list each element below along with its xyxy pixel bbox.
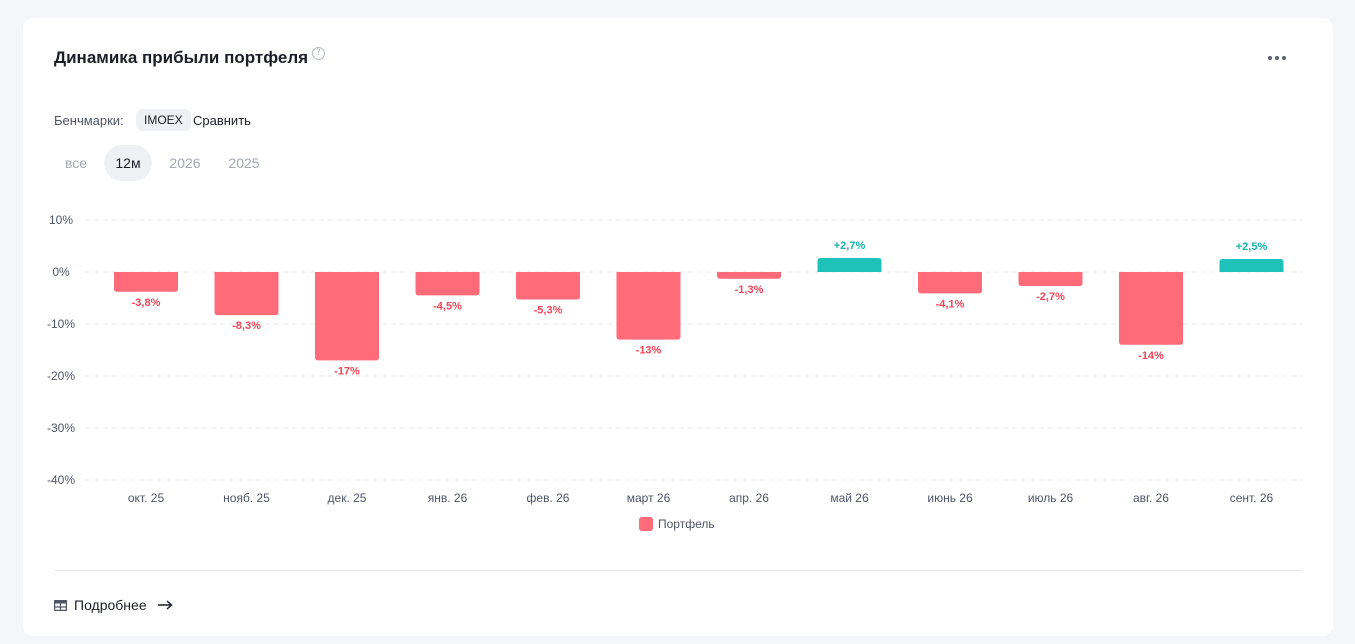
legend-swatch <box>639 517 653 531</box>
x-tick-label: нояб. 25 <box>223 491 270 505</box>
portfolio-profit-card: Динамика прибыли портфеля ? Бенчмарки: I… <box>23 18 1333 636</box>
period-2026[interactable]: 2026 <box>169 155 201 171</box>
y-tick-label: -30% <box>47 421 75 435</box>
data-label: -2,7% <box>1036 291 1065 303</box>
bar <box>1018 272 1083 287</box>
x-tick-label: март 26 <box>627 491 671 505</box>
more-options-icon[interactable] <box>1263 48 1291 68</box>
x-tick-label: май 26 <box>830 491 869 505</box>
data-label: -17% <box>334 365 360 377</box>
card-title: Динамика прибыли портфеля <box>54 48 309 67</box>
y-tick-label: -10% <box>47 317 75 331</box>
data-label: -4,5% <box>433 300 462 312</box>
data-label: -8,3% <box>232 320 261 332</box>
bar <box>214 272 279 316</box>
benchmark-chip-imoex[interactable]: IMOEX <box>136 109 191 131</box>
x-tick-label: янв. 26 <box>428 491 468 505</box>
data-label: +2,5% <box>1236 241 1268 253</box>
bar <box>1219 259 1284 272</box>
data-label: -13% <box>636 345 662 357</box>
help-icon[interactable]: ? <box>312 47 325 60</box>
y-tick-label: 10% <box>49 213 73 227</box>
bar <box>717 272 781 279</box>
period-2025[interactable]: 2025 <box>228 155 260 171</box>
data-label: -14% <box>1138 350 1164 362</box>
data-label: -4,1% <box>936 298 965 310</box>
legend-label: Портфель <box>658 517 715 531</box>
details-link[interactable]: Подробнее <box>54 596 173 614</box>
bar <box>1119 272 1183 345</box>
x-tick-label: окт. 25 <box>128 491 165 505</box>
y-tick-label: -20% <box>47 369 75 383</box>
data-label: -5,3% <box>534 305 563 317</box>
chart-legend: Портфель <box>639 516 715 532</box>
period-12m[interactable]: 12м <box>104 145 152 181</box>
bar <box>315 272 379 361</box>
period-all[interactable]: все <box>64 155 88 171</box>
details-link-label: Подробнее <box>74 597 147 613</box>
bar <box>415 272 480 296</box>
x-tick-label: дек. 25 <box>328 491 367 505</box>
x-tick-label: сент. 26 <box>1230 491 1274 505</box>
data-label: -3,8% <box>132 297 161 309</box>
x-tick-label: апр. 26 <box>729 491 769 505</box>
bar <box>516 272 580 300</box>
bar <box>114 272 178 292</box>
bar <box>616 272 681 340</box>
compare-button[interactable]: Сравнить <box>193 113 251 128</box>
arrow-right-icon <box>157 600 173 610</box>
table-icon <box>54 599 67 611</box>
y-tick-label: -40% <box>47 473 75 487</box>
x-tick-label: июнь 26 <box>927 491 973 505</box>
bar <box>918 272 982 294</box>
bar <box>817 257 882 272</box>
x-tick-label: фев. 26 <box>527 491 570 505</box>
x-tick-label: авг. 26 <box>1133 491 1169 505</box>
benchmarks-label: Бенчмарки: <box>54 113 124 128</box>
profit-bar-chart: 10% 0% -10% -20% -30% -40% -3,8% окт. 25 -8,3% но… <box>47 213 1303 505</box>
data-label: -1,3% <box>735 284 764 296</box>
data-label: +2,7% <box>834 240 866 252</box>
y-tick-label: 0% <box>52 265 70 279</box>
x-tick-label: июль 26 <box>1028 491 1074 505</box>
divider <box>54 570 1302 571</box>
